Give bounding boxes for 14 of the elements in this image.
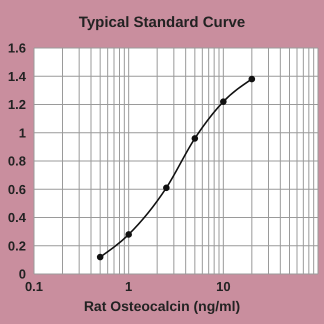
y-tick-label: 0.8: [8, 154, 26, 169]
y-tick-label: 0.6: [8, 182, 26, 197]
y-tick-label: 1.4: [8, 68, 27, 84]
x-axis-title: Rat Osteocalcin (ng/ml): [82, 298, 242, 314]
y-tick-label: 1.2: [8, 97, 26, 112]
y-tick-label: 0.2: [8, 238, 26, 254]
y-tick-label: 0: [18, 266, 26, 282]
y-tick-label: 1.6: [8, 40, 26, 56]
y-tick-label: 1: [18, 125, 26, 140]
x-tick-label: 0.1: [24, 279, 44, 294]
chart-title: Typical Standard Curve: [78, 14, 246, 31]
y-tick-label: 0.4: [8, 210, 27, 226]
x-tick-label: 1: [125, 279, 132, 294]
x-tick-label: 10: [216, 279, 231, 294]
